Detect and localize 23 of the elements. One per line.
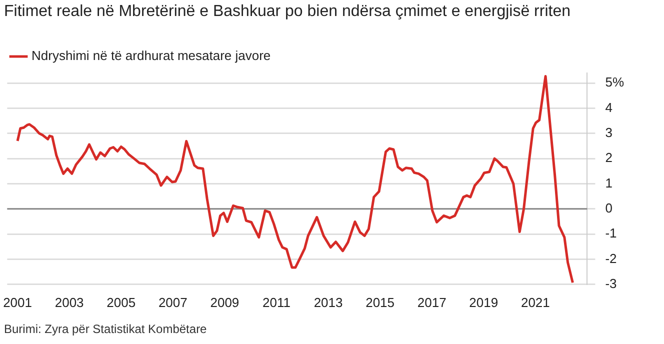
y-tick-label: 5% (605, 74, 624, 90)
x-tick-label: 2009 (210, 294, 240, 310)
x-tick-label: 2011 (262, 294, 290, 310)
chart-title: Fitimet reale në Mbretërinë e Bashkuar po bien ndërsa çmimet e energjisë rriten (4, 2, 572, 22)
y-tick-label: 1 (605, 175, 612, 190)
x-tick-label: 2015 (366, 294, 395, 310)
x-tick-label: 2001 (3, 294, 32, 310)
legend-label: Ndryshimi në të ardhurat mesatare javore (32, 48, 271, 64)
y-tick-label: -2 (605, 250, 617, 266)
y-tick-label: 3 (605, 124, 612, 140)
y-tick-label: 4 (605, 100, 612, 115)
x-tick-label: 2005 (106, 294, 136, 310)
x-tick-label: 2017 (417, 294, 446, 310)
x-tick-label: 2003 (54, 294, 84, 310)
y-tick-label: -3 (605, 276, 617, 291)
y-tick-label: -1 (605, 226, 617, 241)
x-tick-label: 2007 (158, 294, 188, 310)
x-tick-label: 2019 (469, 294, 498, 310)
text: Burimi: Zyra për Statistikat Kombëtare (4, 322, 207, 336)
x-tick-label: 2021 (520, 294, 550, 310)
y-tick-label: 0 (605, 200, 612, 216)
y-tick-label: 2 (605, 150, 612, 166)
x-tick-label: 2013 (314, 294, 343, 310)
